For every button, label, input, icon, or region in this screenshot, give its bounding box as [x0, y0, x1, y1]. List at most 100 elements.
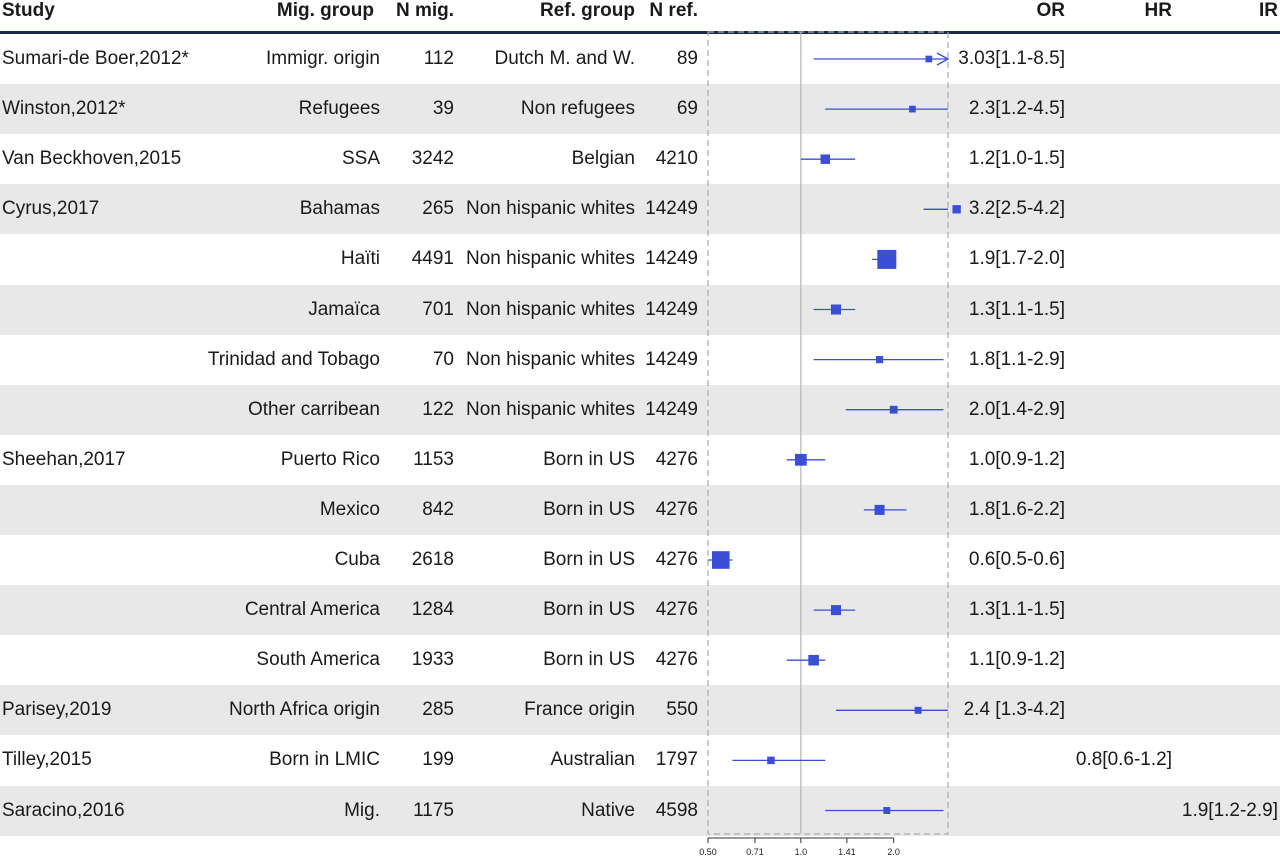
- cell-n-mig: 2618: [411, 549, 454, 570]
- cell-or: 1.8[1.6-2.2]: [968, 498, 1065, 520]
- cell-mig-group: Mig.: [344, 799, 380, 821]
- cell-or: 2.3[1.2-4.5]: [968, 98, 1065, 120]
- cell-mig-group: Mexico: [319, 498, 380, 520]
- point-estimate: [820, 154, 831, 164]
- cell-mig-group: South America: [256, 649, 380, 671]
- cell-ref-group: Born in US: [543, 448, 635, 470]
- cell-mig-group: Refugees: [298, 98, 380, 120]
- point-estimate: [794, 453, 807, 466]
- point-estimate: [830, 605, 842, 616]
- cell-n-ref: 14249: [645, 298, 698, 320]
- cell-mig-group: Immigr. origin: [265, 48, 380, 69]
- cell-ref-group: Non hispanic whites: [466, 298, 635, 320]
- cell-ref-group: Non hispanic whites: [466, 348, 635, 370]
- cell-n-ref: 4210: [655, 148, 698, 170]
- cell-mig-group: Haïti: [340, 248, 380, 270]
- x-tick-label: 2.0: [887, 847, 900, 856]
- cell-mig-group: North Africa origin: [228, 699, 380, 721]
- cell-mig-group: SSA: [341, 148, 380, 170]
- point-estimate: [925, 55, 933, 63]
- cell-or: 1.1[0.9-1.2]: [968, 649, 1065, 671]
- cell-n-ref: 4276: [655, 549, 698, 570]
- cell-hr: 0.8[0.6-1.2]: [1075, 749, 1172, 771]
- header-ref-group: Ref. group: [540, 0, 635, 21]
- table-row: Jamaïca 701 Non hispanic whites 14249 1.3[1.…: [0, 284, 1280, 335]
- cell-study: Parisey,2019: [2, 699, 112, 721]
- table-row: Central America 1284 Born in US 4276 1.3[1.1…: [0, 585, 1280, 636]
- cell-mig-group: Jamaïca: [308, 298, 380, 320]
- x-tick-label: 0.50: [699, 847, 717, 856]
- table-row: Sheehan,2017 Puerto Rico 1153 Born in US 427…: [0, 435, 1280, 485]
- x-tick-label: 1.41: [838, 847, 856, 856]
- header-hr: HR: [1144, 0, 1172, 21]
- cell-or: 2.4 [1.3-4.2]: [963, 699, 1065, 721]
- cell-n-mig: 70: [432, 348, 454, 370]
- cell-mig-group: Cuba: [334, 549, 380, 570]
- plot-panel-border: [707, 31, 949, 835]
- header-n-mig: N mig.: [395, 0, 454, 21]
- cell-or: 1.2[1.0-1.5]: [968, 148, 1065, 170]
- cell-mig-group: Trinidad and Tobago: [207, 348, 380, 370]
- cell-or: 0.6[0.5-0.6]: [968, 549, 1065, 570]
- point-estimate: [883, 807, 891, 814]
- point-estimate: [909, 105, 916, 113]
- cell-ir: 1.9[1.2-2.9]: [1181, 799, 1278, 821]
- table-row: Saracino,2016 Mig. 1175 Native 4598 1.9[1.2-2…: [0, 785, 1280, 836]
- cell-n-mig: 122: [422, 398, 454, 420]
- header-or: OR: [1036, 0, 1066, 21]
- table-row: Van Beckhoven,2015 SSA 3242 Belgian 4210 1.2[…: [0, 134, 1280, 184]
- cell-n-mig: 285: [422, 699, 454, 721]
- cell-or: 1.9[1.7-2.0]: [968, 248, 1065, 270]
- cell-study: Van Beckhoven,2015: [2, 148, 182, 170]
- cell-ref-group: Non refugees: [520, 98, 635, 120]
- point-estimate: [767, 756, 775, 765]
- ci-arrow: [936, 52, 950, 66]
- table-row: Parisey,2019 North Africa origin 285 France…: [0, 685, 1280, 736]
- point-estimate: [952, 205, 961, 214]
- cell-n-mig: 701: [422, 298, 454, 320]
- cell-ref-group: Born in US: [543, 649, 635, 671]
- cell-n-mig: 842: [422, 498, 454, 520]
- cell-n-mig: 199: [422, 749, 454, 771]
- cell-n-ref: 1797: [655, 749, 698, 771]
- cell-n-mig: 1933: [411, 649, 454, 671]
- table-row: Sumari-de Boer,2012* Immigr. origin 112 Dut…: [0, 34, 1280, 84]
- cell-mig-group: Puerto Rico: [280, 448, 380, 470]
- cell-n-mig: 4491: [411, 248, 454, 270]
- cell-n-ref: 69: [676, 98, 698, 120]
- header-rule: [0, 31, 1280, 34]
- cell-mig-group: Bahamas: [299, 198, 380, 220]
- cell-n-ref: 14249: [645, 348, 698, 370]
- cell-n-mig: 1284: [411, 599, 454, 621]
- cell-ref-group: Non hispanic whites: [466, 248, 635, 270]
- cell-ref-group: Born in US: [543, 599, 635, 621]
- cell-study: Cyrus,2017: [2, 198, 100, 220]
- point-estimate: [877, 249, 897, 269]
- cell-n-ref: 14249: [645, 248, 698, 270]
- header-n-ref: N ref.: [649, 0, 698, 21]
- cell-study: Sumari-de Boer,2012*: [2, 48, 189, 69]
- cell-study: Winston,2012*: [2, 98, 126, 120]
- cell-or: 1.8[1.1-2.9]: [968, 348, 1065, 370]
- point-estimate: [808, 654, 819, 666]
- point-estimate: [889, 405, 898, 414]
- point-estimate: [830, 304, 842, 315]
- cell-n-ref: 4276: [655, 649, 698, 671]
- cell-ref-group: Non hispanic whites: [466, 398, 635, 420]
- cell-n-ref: 4598: [655, 799, 698, 821]
- cell-n-ref: 4276: [655, 448, 698, 470]
- cell-n-ref: 550: [666, 699, 698, 721]
- cell-n-mig: 3242: [411, 148, 454, 170]
- header-study: Study: [2, 0, 55, 21]
- cell-or: 1.3[1.1-1.5]: [968, 599, 1065, 621]
- point-estimate: [711, 551, 730, 569]
- cell-ref-group: Belgian: [571, 148, 635, 170]
- cell-ref-group: Non hispanic whites: [466, 198, 635, 220]
- cell-ref-group: France origin: [524, 699, 635, 721]
- cell-n-ref: 89: [676, 48, 698, 69]
- table-row: Cyrus,2017 Bahamas 265 Non hispanic whites 1…: [0, 184, 1280, 235]
- cell-study: Saracino,2016: [2, 799, 125, 821]
- table-row: Other carribean 122 Non hispanic whites 142…: [0, 384, 1280, 435]
- cell-mig-group: Central America: [244, 599, 380, 621]
- cell-mig-group: Born in LMIC: [269, 749, 380, 771]
